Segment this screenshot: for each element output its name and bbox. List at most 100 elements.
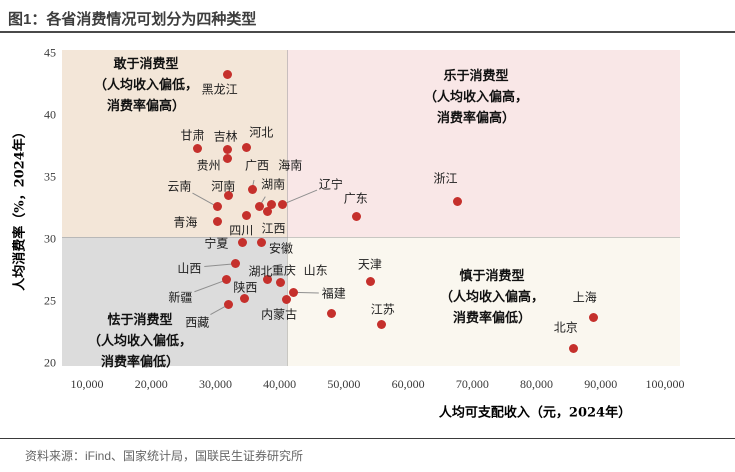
y-tick-label: 40 xyxy=(44,107,56,122)
scatter-point-黑龙江 xyxy=(223,69,233,79)
scatter-point-海南 xyxy=(266,199,276,209)
scatter-point-甘肃 xyxy=(192,143,202,153)
x-tick-label: 90,000 xyxy=(584,377,618,391)
leader-line xyxy=(204,263,236,267)
source-text: 资料来源：iFind、国家统计局，国联民生证券研究所 xyxy=(25,449,304,463)
leader-line xyxy=(282,189,318,205)
scatter-point-安徽 xyxy=(256,238,266,248)
scatter-point-广东 xyxy=(352,212,362,222)
province-label-云南: 云南 xyxy=(167,179,192,194)
province-label-四川: 四川 xyxy=(229,223,254,238)
quadrant-label-timid: 怯于消费型 （人均收入偏低， 消费率偏低） xyxy=(88,310,192,373)
quadrant-region-dare xyxy=(62,50,288,237)
province-label-北京: 北京 xyxy=(553,320,578,335)
scatter-point-内蒙古 xyxy=(281,295,291,305)
quadrant-region-happy xyxy=(287,50,680,237)
y-tick-label: 45 xyxy=(44,45,56,60)
scatter-point-辽宁 xyxy=(278,199,288,209)
leader-lines-layer xyxy=(192,157,319,315)
scatter-point-吉林 xyxy=(223,145,233,155)
y-axis-title: 人均消费率（%，2024年） xyxy=(12,125,28,291)
y-tick-label: 30 xyxy=(44,231,56,246)
quadrant-label-line: 敢于消费型 xyxy=(113,57,179,72)
source-divider xyxy=(0,438,735,439)
scatter-point-河南 xyxy=(223,191,233,201)
scatter-point-新疆 xyxy=(221,275,231,285)
y-tick-label: 25 xyxy=(44,293,56,308)
province-label-陕西: 陕西 xyxy=(233,280,258,295)
province-label-青海: 青海 xyxy=(173,215,198,230)
quadrant-label-line: 慎于消费型 xyxy=(459,269,525,284)
scatter-point-湖北 xyxy=(262,275,272,285)
province-label-福建: 福建 xyxy=(321,286,346,301)
leader-line xyxy=(194,279,227,293)
province-label-贵州: 贵州 xyxy=(196,158,221,173)
province-label-广西: 广西 xyxy=(245,158,270,173)
scatter-point-北京 xyxy=(569,343,579,353)
quadrant-label-cautious: 慎于消费型 （人均收入偏高， 消费率偏低） xyxy=(440,266,544,329)
x-tick-label: 80,000 xyxy=(520,377,554,391)
quadrant-label-dare: 敢于消费型 （人均收入偏低， 消费率偏高） xyxy=(94,54,198,117)
scatter-point-上海 xyxy=(589,312,599,322)
province-label-海南: 海南 xyxy=(278,158,303,173)
province-label-河北: 河北 xyxy=(249,125,274,140)
scatter-point-重庆 xyxy=(276,277,286,287)
province-label-上海: 上海 xyxy=(572,290,597,305)
scatter-point-四川 xyxy=(241,210,251,220)
scatter-point-江苏 xyxy=(377,320,387,330)
scatter-point-陕西 xyxy=(239,294,249,304)
scatter-point-青海 xyxy=(212,217,222,227)
scatter-point-广西 xyxy=(247,184,257,194)
quadrant-label-line: 消费率偏高） xyxy=(106,99,186,114)
quadrant-label-line: 消费率偏低） xyxy=(100,355,180,370)
province-label-湖南: 湖南 xyxy=(261,177,286,192)
province-label-江苏: 江苏 xyxy=(370,302,395,317)
province-label-辽宁: 辽宁 xyxy=(318,177,343,192)
scatter-point-福建 xyxy=(289,287,299,297)
province-label-天津: 天津 xyxy=(357,257,382,272)
scatter-point-西藏 xyxy=(223,300,233,310)
x-tick-label: 100,000 xyxy=(645,377,685,391)
x-tick-label: 60,000 xyxy=(391,377,425,391)
province-label-吉林: 吉林 xyxy=(213,129,238,144)
scatter-point-江西 xyxy=(262,207,272,217)
quadrant-region-cautious xyxy=(287,236,680,366)
province-label-新疆: 新疆 xyxy=(168,290,193,305)
figure-title: 图1：各省消费情况可划分为四种类型 xyxy=(8,11,257,28)
quadrant-split-horizontal xyxy=(62,236,680,238)
x-tick-label: 20,000 xyxy=(134,377,168,391)
scatter-point-山东 xyxy=(327,308,337,318)
province-label-山西: 山西 xyxy=(177,261,202,276)
scatter-point-天津 xyxy=(366,276,376,286)
province-label-甘肃: 甘肃 xyxy=(180,128,205,143)
quadrant-split-vertical xyxy=(287,50,289,366)
province-label-西藏: 西藏 xyxy=(185,315,210,330)
province-label-江西: 江西 xyxy=(261,221,286,236)
scatter-point-宁夏 xyxy=(237,238,247,248)
plot-area: 敢于消费型 （人均收入偏低， 消费率偏高） 乐于消费型 （人均收入偏高， 消费率偏高） 怯于… xyxy=(62,50,680,370)
scatter-point-山西 xyxy=(230,259,240,269)
quadrant-label-line: （人均收入偏低， xyxy=(87,334,193,349)
x-tick-label: 70,000 xyxy=(455,377,489,391)
title-rule xyxy=(0,31,735,33)
x-tick-label: 10,000 xyxy=(70,377,104,391)
x-tick-label: 30,000 xyxy=(198,377,232,391)
quadrant-label-line: （人均收入偏低， xyxy=(93,78,199,93)
province-label-山东: 山东 xyxy=(303,263,328,278)
quadrant-label-line: （人均收入偏高， xyxy=(423,90,529,105)
scatter-point-浙江 xyxy=(453,197,463,207)
x-tick-label: 50,000 xyxy=(327,377,361,391)
province-label-广东: 广东 xyxy=(343,191,368,206)
quadrant-label-line: 消费率偏低） xyxy=(452,311,532,326)
province-label-河南: 河南 xyxy=(211,179,236,194)
province-label-安徽: 安徽 xyxy=(269,241,294,256)
province-label-黑龙江: 黑龙江 xyxy=(201,82,238,97)
province-label-重庆: 重庆 xyxy=(271,263,296,278)
quadrant-label-happy: 乐于消费型 （人均收入偏高， 消费率偏高） xyxy=(424,66,528,129)
y-tick-label: 20 xyxy=(44,355,56,370)
province-label-内蒙古: 内蒙古 xyxy=(261,307,298,322)
quadrant-label-line: （人均收入偏高， xyxy=(439,290,545,305)
quadrant-label-line: 乐于消费型 xyxy=(443,69,509,84)
x-axis-title: 人均可支配收入（元，2024年） xyxy=(438,405,632,421)
